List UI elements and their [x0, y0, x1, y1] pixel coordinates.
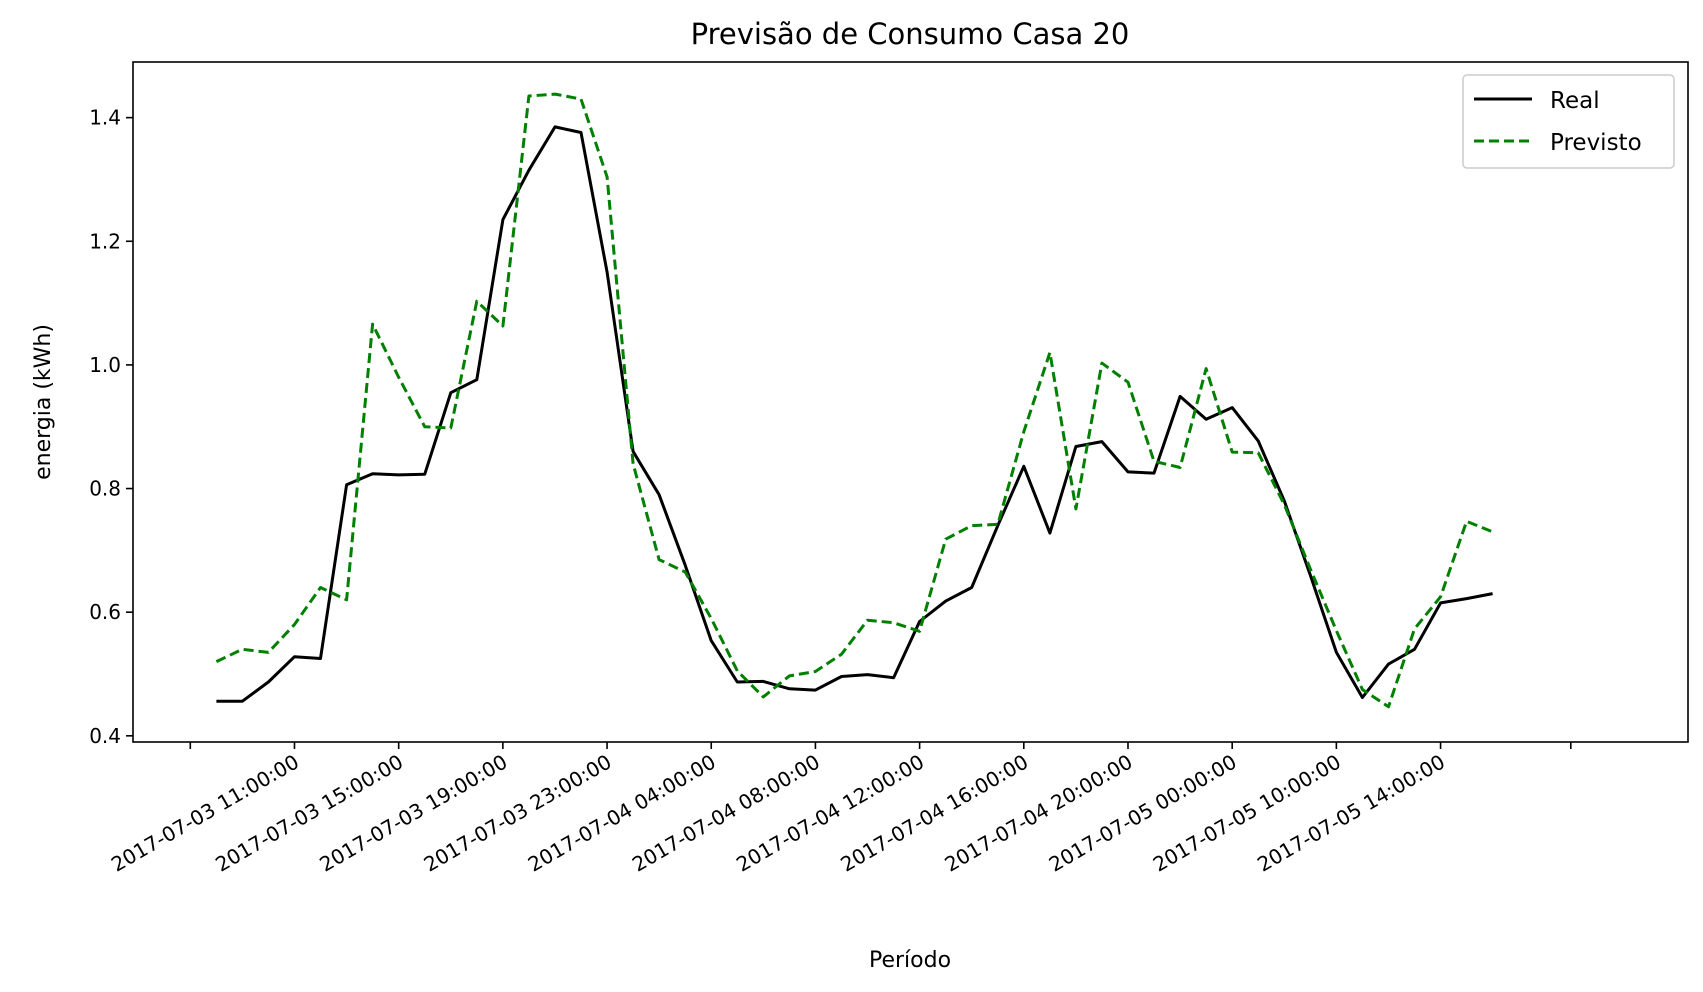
legend-label-previsto: Previsto [1550, 130, 1642, 156]
series-line-previsto [215, 92, 1494, 709]
plot-frame [132, 61, 1689, 743]
y-axis-title: energia (kWh) [31, 324, 56, 480]
y-tick-label: 1.2 [89, 229, 121, 253]
y-tick-label: 0.8 [89, 477, 121, 501]
chart-title: Previsão de Consumo Casa 20 [691, 17, 1130, 51]
series-line-real [216, 125, 1493, 703]
y-tick-label: 1.0 [89, 353, 121, 377]
y-tick-label: 0.6 [89, 600, 121, 624]
y-axis: 0.4 0.6 0.8 1.0 1.2 1.4 [89, 106, 133, 748]
legend-label-real: Real [1550, 88, 1600, 114]
y-tick-label: 0.4 [89, 724, 121, 748]
legend: Real Previsto [1462, 74, 1675, 169]
series-layer [215, 92, 1494, 709]
x-axis-title: Período [869, 948, 951, 973]
y-tick-label: 1.4 [89, 106, 121, 130]
